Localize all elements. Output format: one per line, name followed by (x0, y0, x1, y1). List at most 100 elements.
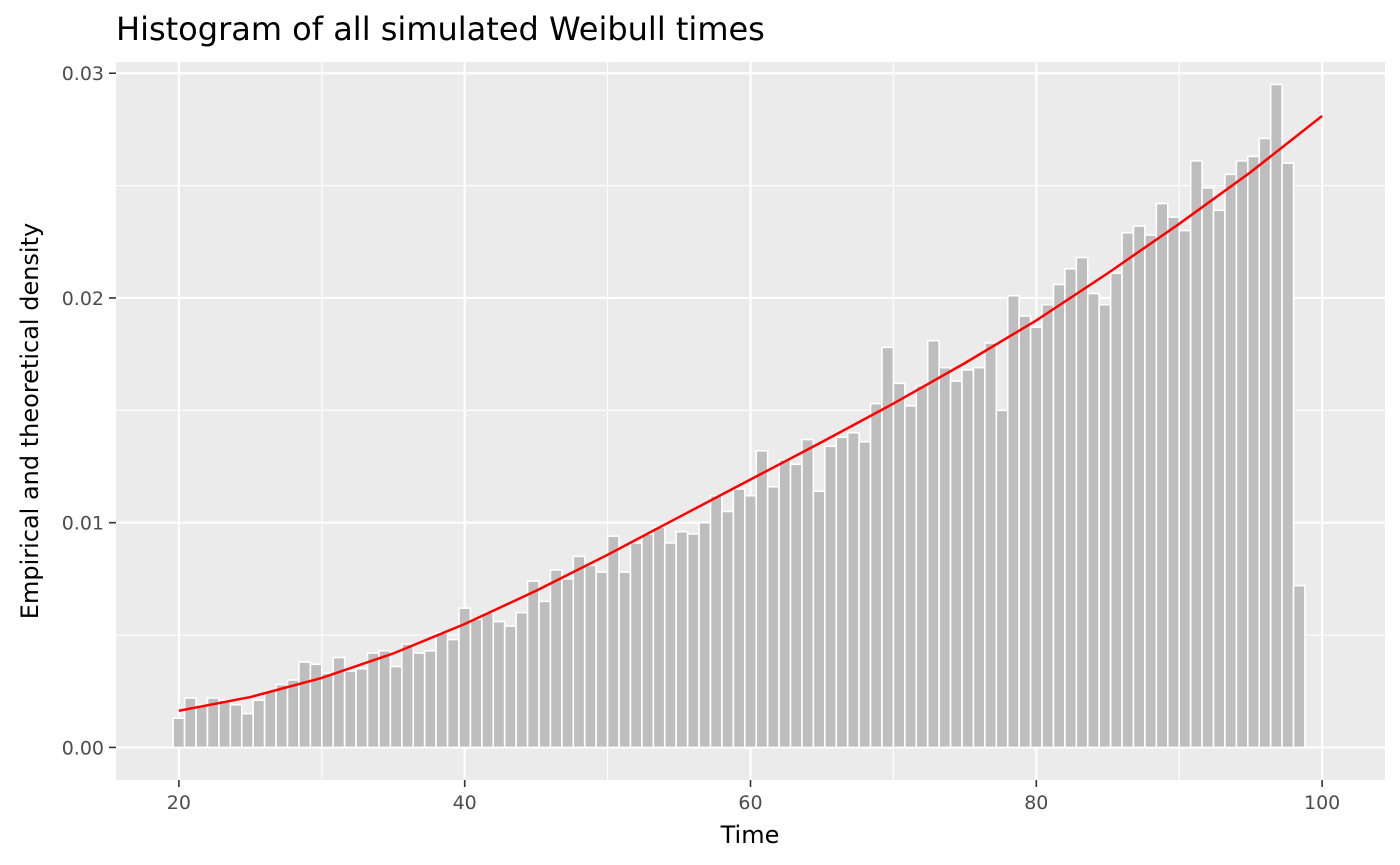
histogram-bar (229, 703, 243, 749)
histogram-bar (778, 458, 792, 749)
histogram-bar (1166, 216, 1181, 749)
histogram-bar (949, 380, 963, 749)
chart-title: Histogram of all simulated Weibull times (116, 10, 765, 48)
histogram-bar (572, 555, 586, 749)
histogram-bar (904, 405, 918, 749)
histogram-bar (618, 571, 632, 749)
histogram-bar (698, 521, 712, 749)
histogram-bar (583, 564, 597, 749)
histogram-bar (343, 670, 357, 749)
histogram-bar (1144, 234, 1158, 749)
histogram-bar (606, 535, 620, 749)
x-tick-label: 80 (1024, 792, 1048, 814)
y-tick-label: 0.00 (62, 737, 104, 759)
histogram-bar (1006, 294, 1020, 749)
histogram-bar (355, 667, 369, 749)
x-tick-label: 60 (738, 792, 762, 814)
histogram-bar (401, 643, 415, 749)
histogram-bar (1029, 326, 1043, 749)
histogram-bar (1258, 137, 1272, 749)
y-tick-label: 0.01 (62, 513, 104, 535)
histogram-bar (1224, 173, 1238, 749)
histogram-bar (526, 580, 540, 749)
histogram-bar (1292, 584, 1306, 749)
histogram-bar (481, 611, 495, 749)
histogram-bar (972, 366, 986, 749)
histogram-bar (766, 485, 780, 749)
y-axis-ticks: 0.00 0.01 0.02 0.03 (62, 63, 116, 759)
histogram-bar (732, 488, 746, 749)
histogram-bar (275, 683, 289, 749)
histogram-bar (641, 533, 655, 749)
y-tick-label: 0.03 (62, 63, 104, 85)
histogram-bar (378, 649, 392, 749)
histogram-bar (1132, 225, 1146, 749)
x-tick-label: 40 (453, 792, 477, 814)
histogram-bar (298, 661, 312, 749)
histogram-bar (915, 384, 929, 749)
histogram-bar (1189, 160, 1203, 749)
histogram-bar (1281, 162, 1295, 749)
histogram-bar (801, 438, 815, 749)
histogram-bar (1212, 209, 1226, 749)
histogram-bar (492, 620, 506, 749)
histogram-bar (926, 339, 940, 749)
histogram-bars (172, 83, 1306, 749)
histogram-bar (183, 697, 197, 749)
histogram-bar (320, 672, 335, 749)
x-tick-label: 20 (167, 792, 191, 814)
histogram-bar (538, 600, 552, 749)
histogram-bar (1201, 187, 1215, 749)
histogram-bar (1109, 272, 1123, 749)
histogram-bar (1121, 231, 1135, 749)
histogram-bar (412, 652, 426, 749)
histogram-bar (652, 526, 666, 749)
histogram-bar (309, 663, 323, 749)
histogram-bar (549, 569, 563, 749)
histogram-bar (446, 638, 460, 749)
histogram-bar (423, 649, 437, 749)
histogram-bar (721, 510, 735, 749)
x-axis-title: Time (720, 821, 780, 849)
histogram-bar (1064, 267, 1078, 749)
histogram-bar (984, 342, 998, 749)
x-axis-ticks: 20 40 60 80 100 (167, 780, 1340, 814)
histogram-bar (172, 717, 186, 749)
histogram-bar (858, 440, 872, 749)
histogram-bar (240, 712, 254, 749)
histogram-bar (561, 578, 575, 749)
histogram-bar (1178, 229, 1192, 749)
histogram-bar (595, 571, 609, 749)
histogram-bar (686, 533, 700, 749)
histogram-bar (755, 449, 769, 749)
histogram-bar (869, 402, 883, 749)
histogram-bar (629, 542, 643, 749)
histogram-bar (195, 703, 209, 749)
histogram-bar (835, 436, 849, 749)
histogram-bar (1018, 315, 1032, 749)
histogram-bar (503, 625, 517, 749)
histogram-bar (1075, 256, 1089, 749)
histogram-bar (1155, 202, 1169, 749)
histogram-bar (458, 607, 472, 749)
histogram-bar (1098, 303, 1112, 749)
histogram-bar (252, 699, 266, 749)
histogram-bar (743, 494, 758, 749)
y-axis-title: Empirical and theoretical density (16, 223, 44, 619)
histogram-bar (469, 618, 483, 749)
histogram-bar (995, 409, 1009, 749)
histogram-bar (366, 652, 380, 749)
histogram-bar (812, 490, 826, 749)
histogram-bar (515, 611, 529, 749)
histogram-bar (1247, 155, 1261, 749)
histogram-bar (938, 366, 952, 749)
histogram-bar (435, 632, 449, 749)
y-tick-label: 0.02 (62, 288, 104, 310)
x-tick-label: 100 (1304, 792, 1340, 814)
histogram-bar (663, 542, 677, 749)
histogram-bar (1052, 283, 1066, 749)
histogram-bar (1086, 292, 1100, 749)
histogram-bar (709, 494, 723, 749)
theoretical-density-curve (178, 114, 1323, 713)
